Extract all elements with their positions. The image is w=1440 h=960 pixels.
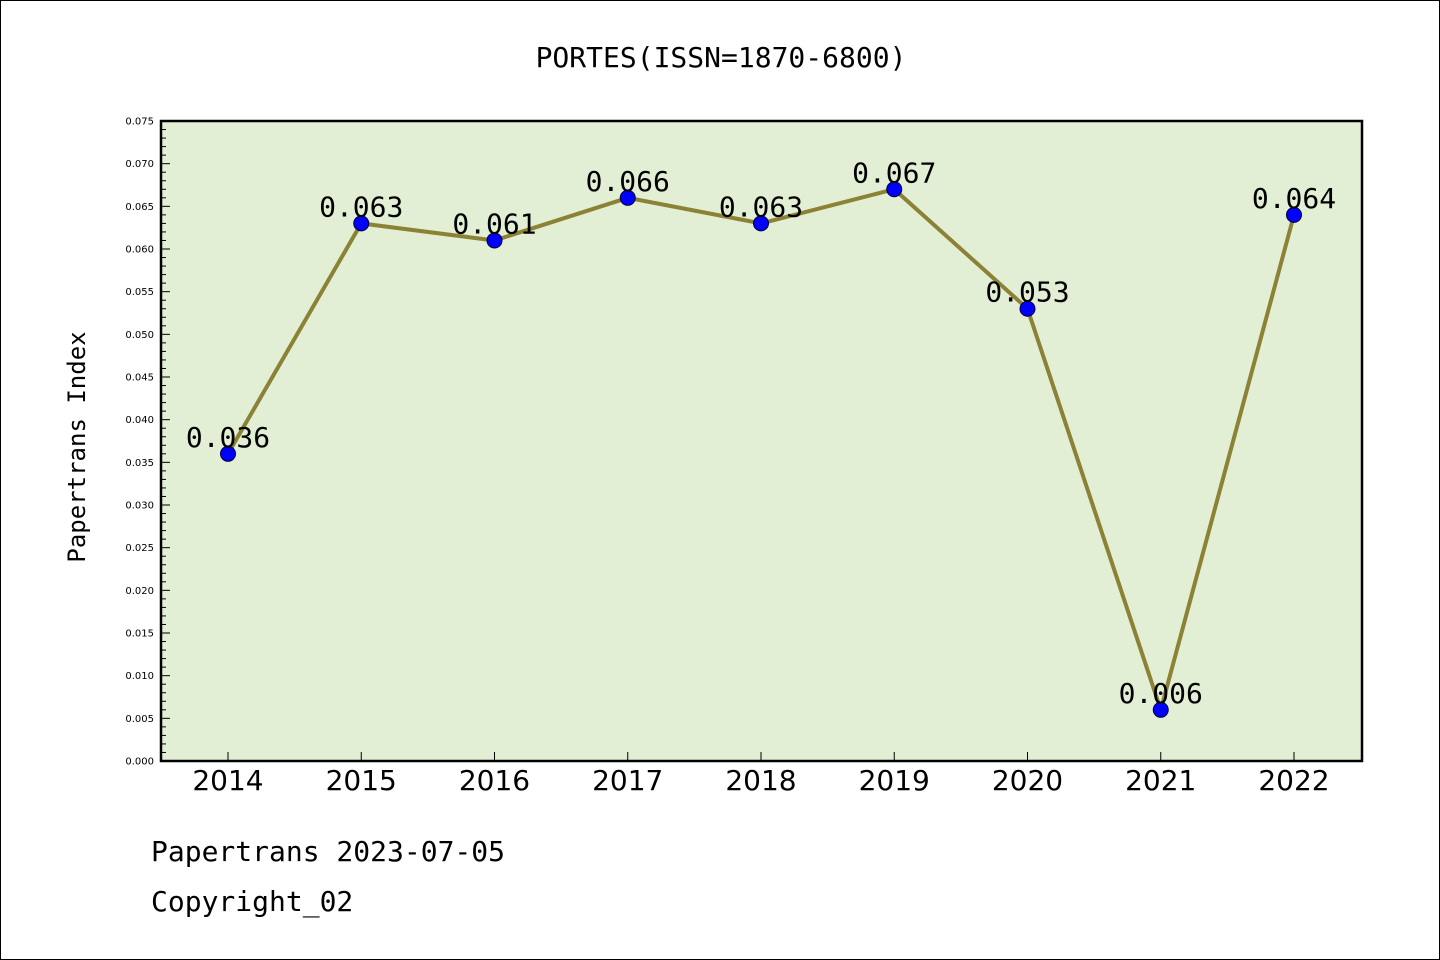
data-label: 0.063 [719,190,803,223]
y-tick-label: 0.045 [125,373,154,384]
y-tick-label: 0.065 [125,202,154,213]
data-label: 0.006 [1119,677,1203,710]
y-axis-label: Papertrans Index [63,331,91,562]
footer-date: Papertrans 2023-07-05 [151,835,506,868]
x-tick-label: 2019 [859,764,930,797]
x-tick-label: 2021 [1125,764,1196,797]
y-tick-label: 0.060 [125,245,154,256]
x-axis: 2014 2015 2016 2017 2018 2019 2020 2021 2022 [192,752,1330,797]
x-tick-label: 2014 [192,764,263,797]
data-label: 0.053 [985,276,1069,309]
data-label: 0.036 [186,421,270,454]
data-point-marker [486,232,503,249]
data-point-marker [1019,300,1036,317]
y-tick-label: 0.025 [125,543,154,554]
y-tick-label: 0.010 [125,671,154,682]
plot-border [159,119,1364,763]
data-label: 0.064 [1252,182,1336,215]
y-axis: 0.000 0.005 0.010 0.015 0.020 0.025 0.030 0.035… [125,117,170,768]
y-tick-label: 0.070 [125,159,154,170]
data-labels: 0.036 0.063 0.061 0.066 0.063 0.067 0.053 0.006… [186,156,1336,710]
data-point-marker [353,215,370,232]
x-tick-label: 2017 [592,764,663,797]
x-tick-label: 2022 [1258,764,1329,797]
data-points [220,181,1302,718]
data-label: 0.067 [852,156,936,189]
footer-copyright: Copyright_02 [151,885,354,918]
data-point-marker [1286,206,1302,223]
y-tick-label: 0.050 [125,330,154,341]
data-label: 0.061 [452,207,536,240]
y-tick-label: 0.035 [125,458,154,469]
data-label: 0.066 [586,165,670,198]
data-point-marker [1152,701,1169,718]
y-tick-label: 0.055 [125,287,154,298]
y-tick-label: 0.015 [125,629,154,640]
data-point-marker [220,445,236,462]
y-tick-label: 0.030 [125,501,154,512]
data-point-marker [886,181,903,198]
x-tick-label: 2016 [459,764,530,797]
data-point-marker [753,215,769,232]
y-tick-label: 0.000 [125,757,154,768]
x-tick-label: 2020 [992,764,1063,797]
x-tick-label: 2015 [326,764,397,797]
data-label: 0.063 [319,190,403,223]
data-point-marker [619,189,636,206]
chart-title: PORTES(ISSN=1870-6800) [536,41,907,74]
y-tick-label: 0.075 [125,117,154,128]
y-tick-label: 0.005 [125,714,154,725]
y-tick-label: 0.040 [125,415,154,426]
x-tick-label: 2018 [725,764,796,797]
y-tick-label: 0.020 [125,586,154,597]
